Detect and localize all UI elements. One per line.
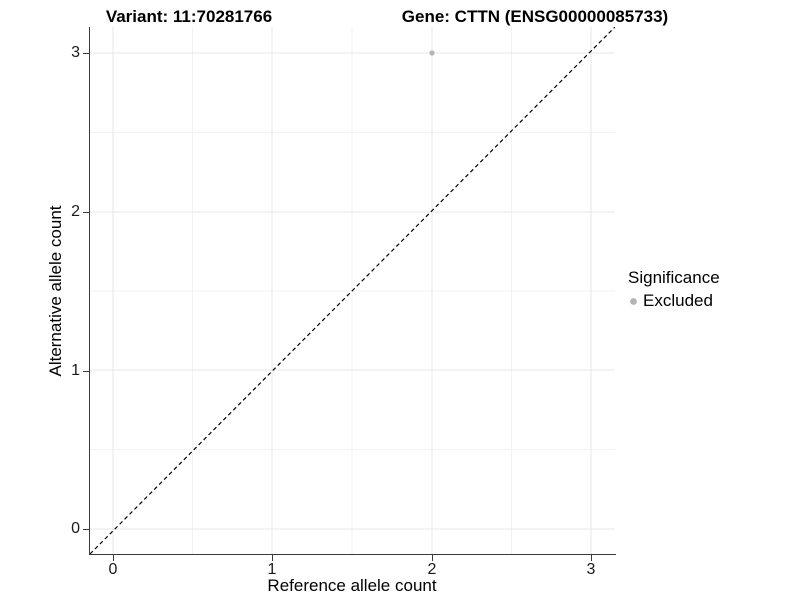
y-tick-label: 1 xyxy=(71,362,80,379)
legend-key-dot-icon xyxy=(630,297,637,305)
x-tick-mark xyxy=(590,555,592,561)
y-tick-mark xyxy=(83,528,89,530)
data-point-excluded xyxy=(429,50,435,56)
x-tick-mark xyxy=(431,555,433,561)
plot-title-variant: Variant: 11:70281766 xyxy=(105,7,273,26)
x-tick-label: 2 xyxy=(427,561,437,578)
x-tick-mark xyxy=(271,555,273,561)
identity-reference-line xyxy=(90,27,615,554)
x-tick-label: 3 xyxy=(586,561,596,578)
y-tick-label: 2 xyxy=(71,203,80,220)
y-tick-label: 3 xyxy=(71,44,80,61)
legend: Significance Excluded xyxy=(628,268,720,311)
y-tick-mark xyxy=(83,52,89,54)
y-tick-label: 0 xyxy=(71,520,80,537)
plot-title-gene: Gene: CTTN (ENSG00000085733) xyxy=(401,7,669,26)
legend-item-excluded: Excluded xyxy=(628,291,720,311)
x-axis-line xyxy=(88,553,616,555)
plot-panel xyxy=(90,27,615,554)
legend-item-label: Excluded xyxy=(643,291,713,310)
y-tick-mark xyxy=(83,211,89,213)
x-tick-mark xyxy=(112,555,114,561)
x-axis-label: Reference allele count xyxy=(267,576,437,595)
legend-title: Significance xyxy=(628,268,720,287)
x-tick-label: 0 xyxy=(108,561,118,578)
y-tick-mark xyxy=(83,370,89,372)
y-axis-line xyxy=(88,27,90,554)
legend-key-circle xyxy=(630,297,637,305)
x-tick-label: 1 xyxy=(267,561,277,578)
y-axis-label: Alternative allele count xyxy=(46,205,65,377)
